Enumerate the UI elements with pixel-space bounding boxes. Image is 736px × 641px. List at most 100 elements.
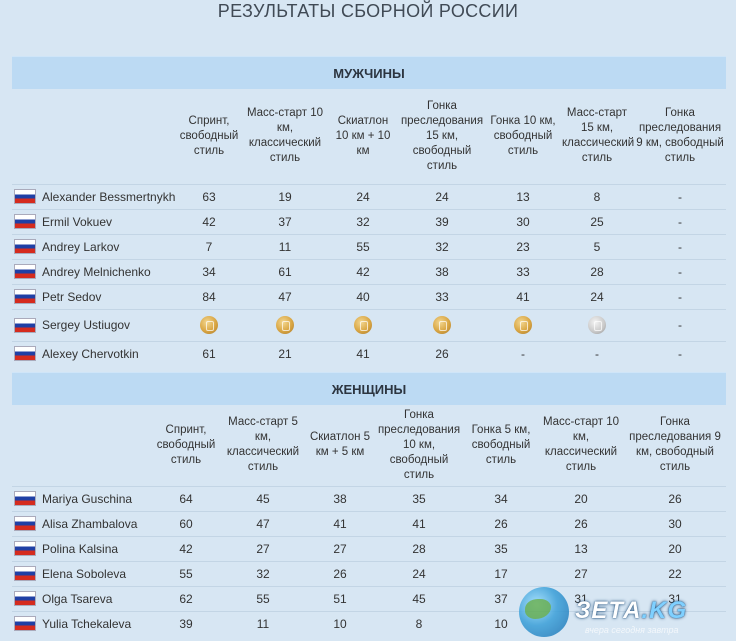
result-cell: 34 bbox=[464, 485, 538, 511]
result-cell: 38 bbox=[398, 258, 486, 284]
russia-flag-icon bbox=[14, 346, 36, 362]
russia-flag-icon bbox=[14, 591, 36, 607]
russia-flag-icon bbox=[14, 317, 36, 333]
column-header: Гонка 10 км, свободный стиль bbox=[490, 114, 556, 157]
result-cell bbox=[624, 610, 726, 636]
men-header-row: Спринт, свободный стиль Масс-старт 10 км,… bbox=[12, 89, 726, 184]
result-cell: 35 bbox=[464, 535, 538, 561]
result-cell: 11 bbox=[220, 610, 306, 636]
table-row: Polina Kalsina 42 27 27 28 35 13 20 bbox=[12, 535, 726, 561]
column-header: Скиатлон 5 км + 5 км bbox=[309, 431, 371, 459]
table-row: Alexey Chervotkin 61 21 41 26- - - bbox=[12, 340, 726, 366]
result-cell: 47 bbox=[242, 283, 328, 309]
result-cell: 41 bbox=[486, 283, 560, 309]
russia-flag-icon bbox=[14, 516, 36, 532]
athlete-name: Ermil Vokuev bbox=[42, 214, 113, 229]
result-cell: - bbox=[634, 308, 726, 341]
athlete-name: Andrey Larkov bbox=[42, 239, 120, 254]
result-cell: 28 bbox=[560, 258, 634, 284]
result-cell: 32 bbox=[398, 233, 486, 259]
column-header: Гонка 5 км, свободный стиль bbox=[471, 423, 531, 466]
column-header: Скиатлон 10 км + 10 км bbox=[335, 114, 391, 157]
athlete-name: Mariya Guschina bbox=[42, 491, 133, 506]
gold-medal-icon bbox=[276, 316, 294, 334]
result-cell: 41 bbox=[328, 340, 398, 366]
result-cell: 51 bbox=[306, 585, 374, 611]
russia-flag-icon bbox=[14, 491, 36, 507]
athlete-cell: Petr Sedov bbox=[12, 283, 176, 309]
result-cell bbox=[242, 308, 328, 341]
russia-flag-icon bbox=[14, 616, 36, 632]
result-cell: 47 bbox=[220, 510, 306, 536]
result-cell: 28 bbox=[374, 535, 464, 561]
result-cell: 39 bbox=[398, 208, 486, 234]
gold-medal-icon bbox=[354, 316, 372, 334]
athlete-cell: Ermil Vokuev bbox=[12, 208, 176, 234]
site-watermark: ЗЕТА.KG вчера сегодня завтра bbox=[517, 587, 736, 641]
table-row: Andrey Larkov 7 11 55 32 23 5- bbox=[12, 233, 726, 259]
page-title: РЕЗУЛЬТАТЫ СБОРНОЙ РОССИИ bbox=[217, 1, 519, 21]
result-cell: - bbox=[634, 283, 726, 309]
athlete-cell: Polina Kalsina bbox=[12, 535, 152, 561]
table-row: Ermil Vokuev 42 37 32 39 30 25- bbox=[12, 208, 726, 234]
result-cell: 37 bbox=[242, 208, 328, 234]
table-row: Alisa Zhambalova 60 47 41 41 26 26 30 bbox=[12, 510, 726, 536]
men-section-title: МУЖЧИНЫ bbox=[12, 56, 726, 89]
result-cell: 21 bbox=[242, 340, 328, 366]
column-header: Масс-старт 5 км, классический стиль bbox=[226, 416, 300, 474]
result-cell bbox=[486, 308, 560, 341]
result-cell: 26 bbox=[624, 485, 726, 511]
athlete-cell: Alisa Zhambalova bbox=[12, 510, 152, 536]
result-cell: 60 bbox=[152, 510, 220, 536]
result-cell: - bbox=[634, 233, 726, 259]
result-cell: - bbox=[634, 258, 726, 284]
column-header: Гонка преследования 10 км, свободный сти… bbox=[377, 408, 461, 481]
result-cell: - bbox=[634, 340, 726, 366]
column-header: Гонка преследования 15 км, свободный сти… bbox=[400, 99, 484, 172]
result-cell bbox=[560, 308, 634, 341]
globe-icon bbox=[519, 587, 569, 637]
result-cell: 8 bbox=[560, 183, 634, 209]
result-cell: 42 bbox=[176, 208, 242, 234]
athlete-name: Alisa Zhambalova bbox=[42, 516, 138, 531]
result-cell: 26 bbox=[306, 560, 374, 586]
result-cell: 5 bbox=[560, 233, 634, 259]
column-header: Гонка преследования 9 км, свободный стил… bbox=[629, 416, 721, 474]
result-cell: 26 bbox=[398, 340, 486, 366]
table-row: Olga Tsareva 62 55 51 45 37 31 31 bbox=[12, 585, 726, 611]
result-cell: 22 bbox=[624, 560, 726, 586]
result-cell: 13 bbox=[538, 535, 624, 561]
result-cell bbox=[328, 308, 398, 341]
result-cell: 84 bbox=[176, 283, 242, 309]
column-header: Масс-старт 10 км, классический стиль bbox=[246, 107, 324, 165]
athlete-cell: Yulia Tchekaleva bbox=[12, 610, 152, 636]
athlete-name: Elena Soboleva bbox=[42, 566, 127, 581]
athlete-cell: Olga Tsareva bbox=[12, 585, 152, 611]
result-cell: 17 bbox=[464, 560, 538, 586]
athlete-name: Yulia Tchekaleva bbox=[42, 616, 132, 631]
result-cell: 31 bbox=[624, 585, 726, 611]
table-row: Alexander Bessmertnykh 63 19 24 24 13 8- bbox=[12, 183, 726, 209]
men-results-table: Спринт, свободный стиль Масс-старт 10 км,… bbox=[12, 89, 726, 366]
athlete-name: Andrey Melnichenko bbox=[42, 264, 151, 279]
watermark-logo: ЗЕТА.KG bbox=[575, 597, 688, 624]
result-cell: 7 bbox=[176, 233, 242, 259]
result-cell: 33 bbox=[486, 258, 560, 284]
column-header: Гонка преследования 9 км, свободный стил… bbox=[636, 107, 724, 165]
gold-medal-icon bbox=[514, 316, 532, 334]
athlete-cell: Elena Soboleva bbox=[12, 560, 152, 586]
athlete-cell: Andrey Larkov bbox=[12, 233, 176, 259]
result-cell: 45 bbox=[374, 585, 464, 611]
result-cell: 64 bbox=[152, 485, 220, 511]
column-header: Масс-старт 15 км, классический стиль bbox=[562, 107, 635, 165]
result-cell: 40 bbox=[328, 283, 398, 309]
result-cell: 55 bbox=[220, 585, 306, 611]
result-cell: 35 bbox=[374, 485, 464, 511]
result-cell: 27 bbox=[538, 560, 624, 586]
russia-flag-icon bbox=[14, 566, 36, 582]
result-cell: 45 bbox=[220, 485, 306, 511]
name-column-header bbox=[12, 405, 152, 486]
result-cell bbox=[398, 308, 486, 341]
gold-medal-icon bbox=[200, 316, 218, 334]
result-cell: - bbox=[634, 208, 726, 234]
